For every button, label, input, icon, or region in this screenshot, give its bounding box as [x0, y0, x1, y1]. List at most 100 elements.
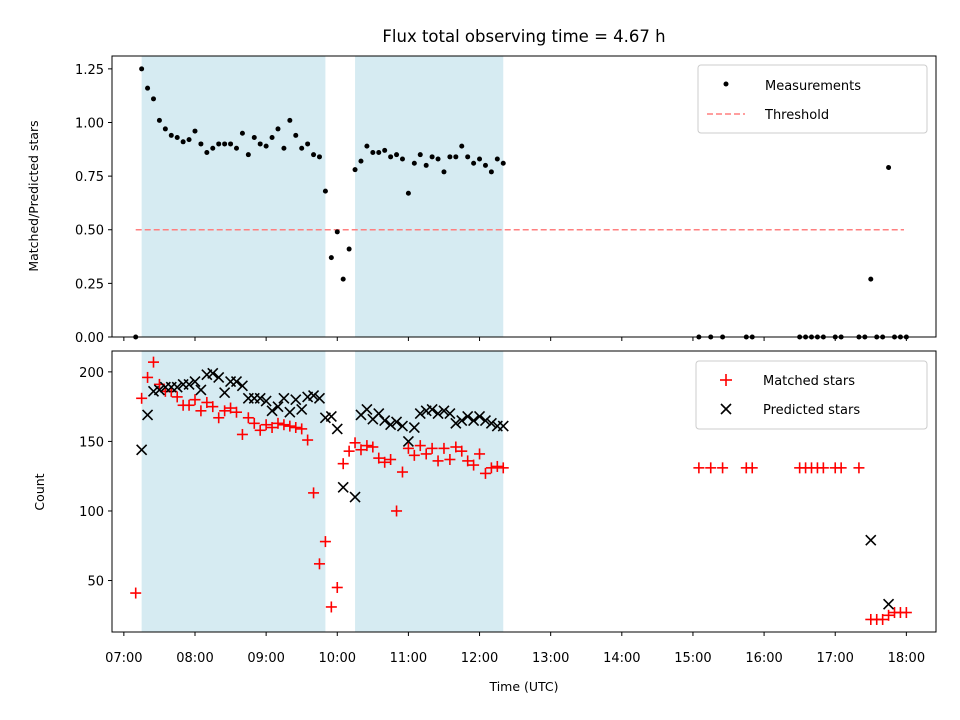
matched-stars-point: [219, 405, 231, 417]
measurement-point: [471, 160, 477, 166]
x-tick-label: 10:00: [319, 651, 356, 666]
measurement-point: [174, 135, 180, 141]
measurement-point: [210, 145, 216, 151]
predicted-stars-point: [272, 401, 284, 413]
matched-stars-point: [468, 459, 480, 471]
measurement-point: [382, 147, 388, 153]
matched-stars-point: [877, 613, 889, 625]
predicted-stars-point: [213, 371, 225, 383]
predicted-stars-point: [142, 409, 154, 421]
measurement-point: [388, 154, 394, 160]
legend-measurements-label: Measurements: [765, 79, 861, 94]
matched-stars-point: [438, 442, 450, 454]
matched-stars-point: [230, 406, 242, 418]
matched-stars-point: [900, 607, 912, 619]
predicted-stars-point: [349, 491, 361, 503]
shaded-interval: [355, 351, 504, 632]
predicted-stars-point: [462, 410, 474, 422]
matched-stars-point: [817, 462, 829, 474]
measurement-point: [328, 255, 334, 261]
x-tick-label: 13:00: [532, 651, 569, 666]
measurement-point: [162, 126, 168, 132]
matched-stars-point: [195, 405, 207, 417]
measurement-point: [251, 135, 257, 141]
y-tick-label: 100: [79, 505, 104, 520]
measurement-point: [399, 156, 405, 162]
x-tick-label: 12:00: [461, 651, 498, 666]
matched-stars-point: [402, 442, 414, 454]
matched-stars-point: [325, 601, 337, 613]
legend-predicted-label: Predicted stars: [763, 403, 860, 418]
predicted-stars-point: [260, 395, 272, 407]
shaded-interval: [141, 56, 326, 337]
measurement-point: [447, 154, 453, 160]
matched-stars-point: [373, 452, 385, 464]
predicted-stars-point: [307, 389, 320, 402]
matched-stars-point: [414, 440, 426, 452]
matched-stars-point: [284, 420, 296, 432]
measurement-point: [281, 145, 287, 151]
matched-stars-point: [290, 422, 302, 434]
measurement-point: [429, 154, 435, 160]
bottom-ylabel: Count: [32, 473, 47, 510]
matched-stars-point: [236, 428, 248, 440]
matched-stars-point: [147, 356, 159, 368]
y-tick-label: 0.25: [75, 277, 104, 292]
measurement-point: [465, 154, 471, 160]
predicted-stars-point: [390, 416, 403, 428]
predicted-stars-point: [325, 410, 337, 422]
predicted-stars-point: [468, 414, 480, 427]
matched-stars-point: [883, 609, 895, 621]
measurement-point: [275, 126, 281, 132]
matched-stars-point: [432, 455, 444, 467]
x-tick-label: 11:00: [390, 651, 427, 666]
matched-stars-point: [260, 419, 272, 431]
matched-stars-point: [302, 434, 314, 446]
predicted-legend-marker: [720, 403, 732, 415]
x-tick-label: 15:00: [674, 651, 711, 666]
measurement-point: [145, 85, 151, 91]
x-tick-label: 09:00: [247, 651, 284, 666]
measurement-point: [346, 246, 352, 252]
measurement-point: [477, 156, 483, 162]
measurement-point: [233, 145, 239, 151]
matched-stars-point: [242, 412, 254, 424]
y-tick-label: 150: [79, 435, 104, 450]
measurement-point: [180, 139, 186, 145]
measurement-point: [257, 141, 263, 147]
matched-stars-point: [272, 417, 284, 429]
measurement-point: [405, 190, 411, 196]
x-tick-label: 08:00: [176, 651, 213, 666]
measurement-point: [488, 169, 494, 175]
shaded-interval: [355, 56, 504, 337]
x-tick-label: 17:00: [816, 651, 853, 666]
measurement-point: [216, 141, 222, 147]
predicted-stars-point: [278, 392, 290, 404]
predicted-stars-point: [485, 417, 497, 429]
matched-stars-point: [254, 424, 266, 436]
measurement-point: [459, 143, 465, 149]
measurement-point: [868, 276, 874, 282]
measurement-point: [423, 162, 429, 168]
x-tick-label: 14:00: [603, 651, 640, 666]
bottom-panel-frame: [111, 350, 937, 633]
matched-stars-point: [379, 456, 391, 468]
matched-stars-point: [319, 536, 331, 548]
matched-stars-point: [474, 448, 486, 460]
matched-stars-point: [207, 401, 219, 413]
predicted-stars-point: [408, 421, 420, 434]
predicted-stars-point: [313, 392, 326, 404]
predicted-stars-point: [883, 598, 895, 610]
matched-stars-point: [296, 423, 308, 435]
measurement-point: [150, 96, 156, 102]
measurement-point: [322, 188, 328, 194]
predicted-stars-point: [189, 376, 201, 388]
predicted-stars-point: [450, 417, 462, 429]
measurement-point: [186, 137, 192, 143]
measurement-point: [435, 156, 441, 162]
y-tick-label: 0.75: [75, 170, 104, 185]
legend-threshold-label: Threshold: [764, 108, 829, 123]
y-tick-label: 0.50: [75, 224, 104, 239]
predicted-stars-point: [207, 367, 219, 379]
